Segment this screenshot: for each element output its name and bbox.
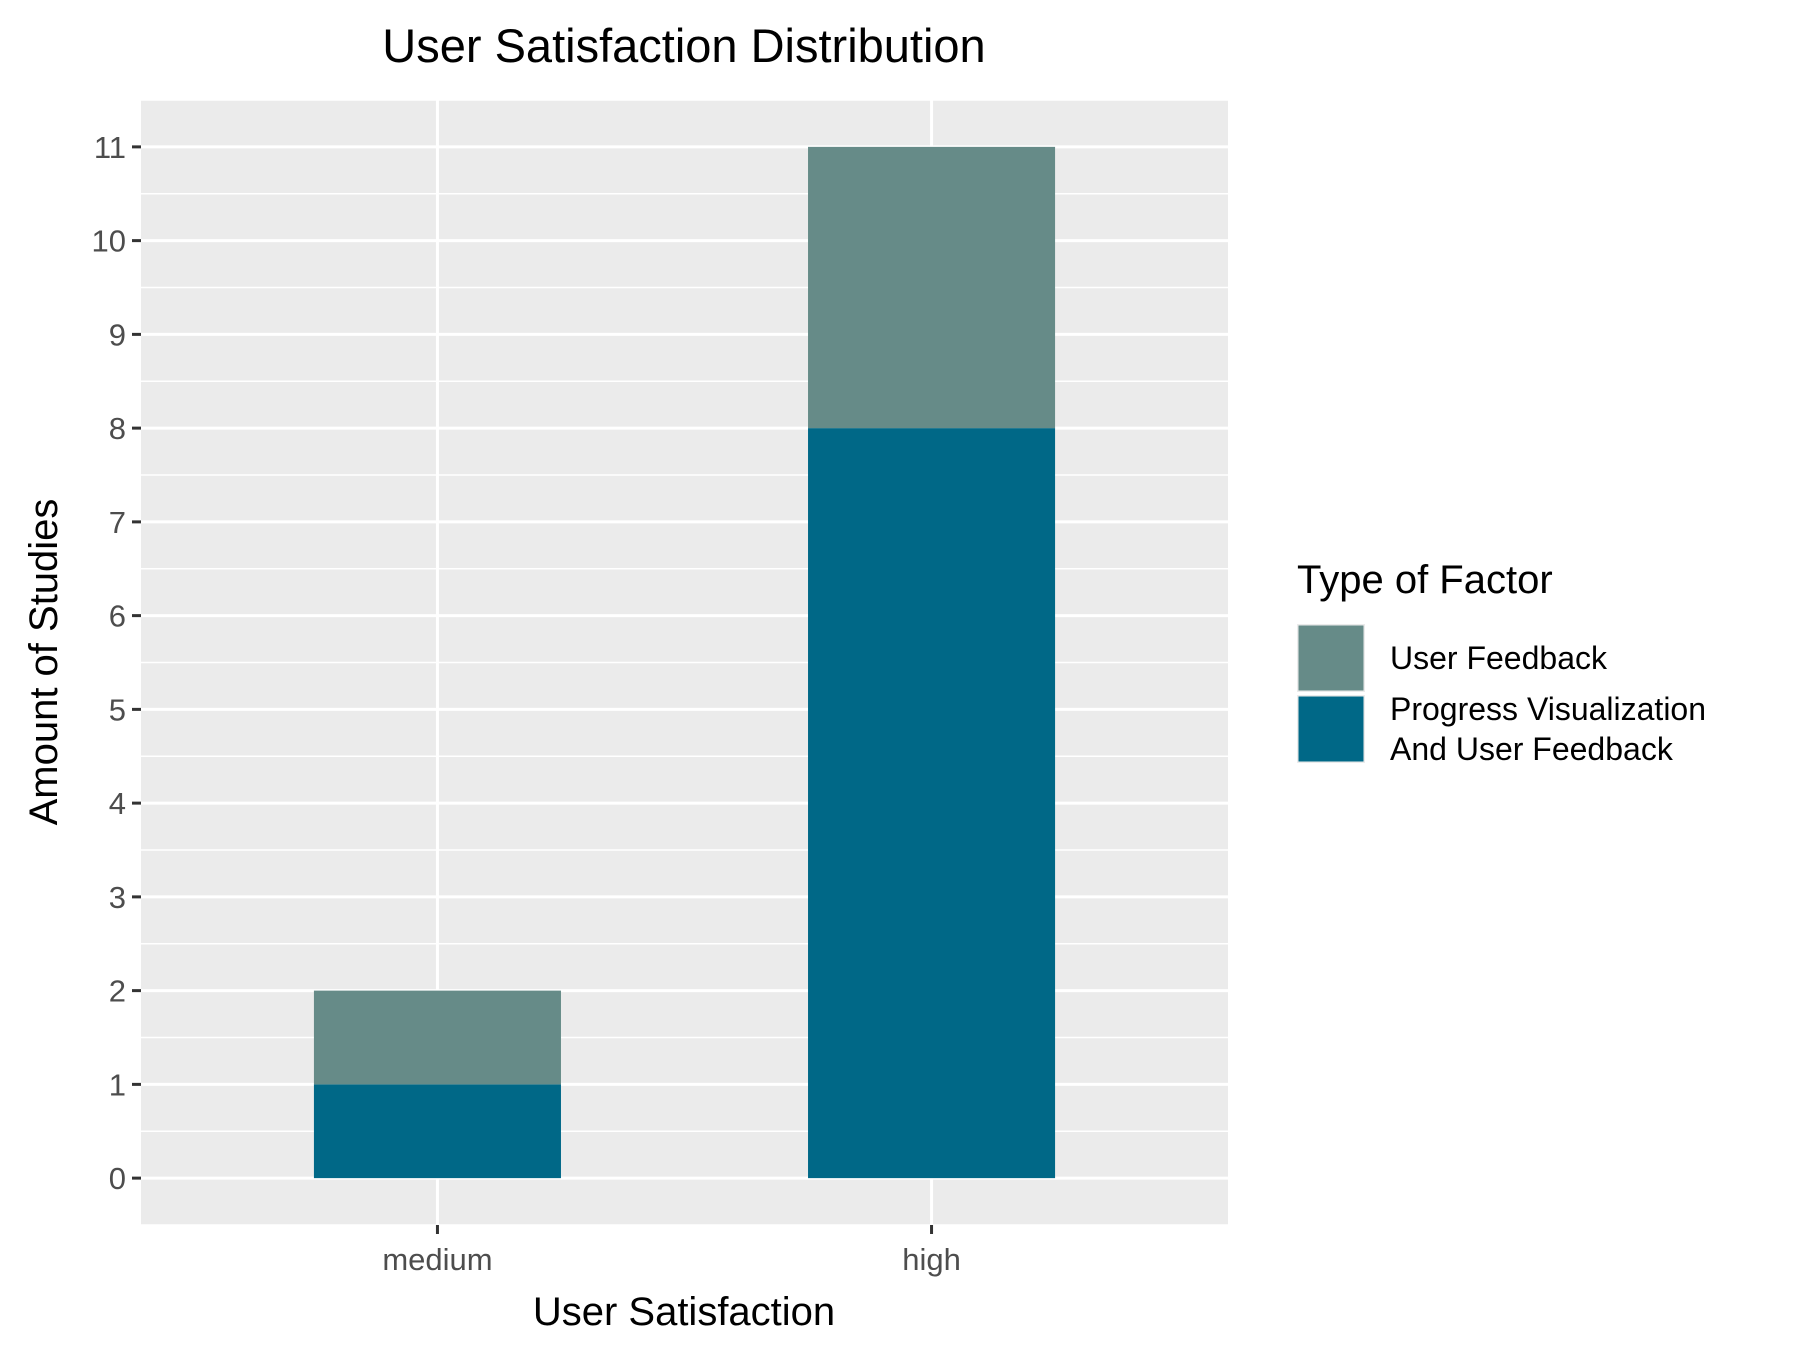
y-tick-label: 7	[109, 505, 126, 540]
legend-swatch	[1298, 625, 1364, 691]
y-axis: 0 1 2 3 4 5 6 7 8 9 10 11	[92, 130, 141, 1196]
y-tick-label: 2	[109, 974, 126, 1009]
y-tick-label: 6	[109, 599, 126, 634]
bar-high-user-feedback	[808, 146, 1056, 429]
x-axis-title: User Satisfaction	[533, 1290, 835, 1334]
y-tick-label: 8	[109, 411, 126, 446]
y-axis-title: Amount of Studies	[22, 499, 66, 826]
y-tick-label: 4	[109, 786, 126, 821]
y-tick-label: 10	[92, 224, 126, 259]
y-tick-label: 5	[109, 692, 126, 727]
y-tick-label: 0	[109, 1161, 126, 1196]
y-tick-label: 3	[109, 880, 126, 915]
legend-label: Progress Visualization	[1390, 691, 1706, 727]
x-axis: medium high	[382, 1225, 961, 1277]
legend-title: Type of Factor	[1297, 558, 1553, 602]
bar-high-progress-visualization-and-user-feedback	[808, 428, 1056, 1179]
legend-label: And User Feedback	[1390, 731, 1674, 767]
bars	[313, 146, 1056, 1179]
y-tick-label: 11	[94, 130, 126, 165]
y-tick-label: 9	[109, 317, 126, 352]
bar-medium-user-feedback	[313, 990, 561, 1085]
legend-label: User Feedback	[1390, 640, 1608, 676]
x-tick-label: medium	[382, 1242, 492, 1277]
legend: Type of Factor User Feedback Progress Vis…	[1297, 558, 1706, 767]
bar-medium-progress-visualization-and-user-feedback	[313, 1084, 561, 1179]
x-tick-label: high	[902, 1242, 961, 1277]
y-tick-label: 1	[109, 1067, 126, 1102]
legend-swatch	[1298, 696, 1364, 762]
chart-title: User Satisfaction Distribution	[382, 19, 985, 72]
